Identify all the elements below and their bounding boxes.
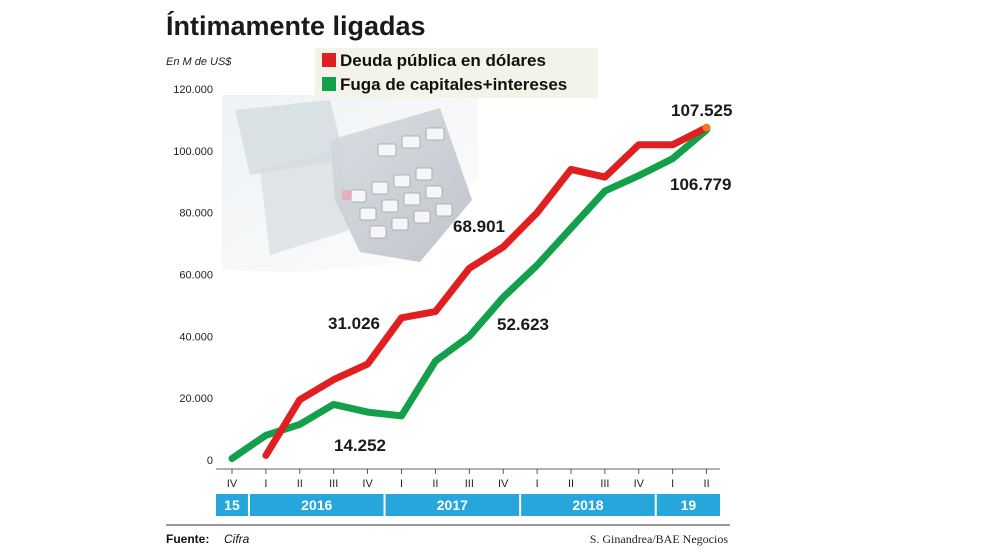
x-tick-label: III [600, 478, 609, 490]
x-tick-label: II [432, 478, 438, 490]
legend-label-debt: Deuda pública en dólares [340, 51, 546, 70]
source-label: Fuente: [166, 532, 209, 546]
y-tick-label: 80.000 [179, 208, 213, 220]
y-tick-label: 0 [207, 455, 213, 467]
data-label-flight-2017-iv: 52.623 [497, 315, 549, 334]
y-tick-label: 100.000 [173, 146, 213, 158]
year-label: 2016 [301, 497, 332, 513]
series-line-debt [262, 124, 711, 459]
y-tick-label: 60.000 [179, 270, 213, 282]
x-tick-label: I [264, 478, 267, 490]
x-tick-label: I [400, 478, 403, 490]
unit-label: En M de US$ [166, 56, 232, 68]
y-tick-label: 120.000 [173, 84, 213, 96]
data-label-flight-2017-i: 14.252 [334, 436, 386, 455]
legend-swatch-flight [322, 77, 336, 91]
calculator-photo [222, 95, 478, 272]
source-value: Cifra [224, 532, 250, 546]
year-label: 2017 [437, 497, 468, 513]
year-label: 2018 [572, 497, 603, 513]
x-tick-label: II [297, 478, 303, 490]
legend: Deuda pública en dólares Fuga de capital… [315, 48, 598, 98]
data-label-debt-2017-iv: 68.901 [453, 217, 505, 236]
year-band-segment [249, 494, 384, 516]
x-tick-label: I [536, 478, 539, 490]
data-label-debt-2016-iv: 31.026 [328, 314, 380, 333]
x-axis: IV I II III IV I II III IV I II III IV I II [216, 468, 720, 490]
series-line-flight [228, 126, 711, 462]
year-band-segment [385, 494, 520, 516]
end-point-debt [702, 123, 711, 132]
x-tick-label: IV [498, 478, 509, 490]
y-tick-label: 20.000 [179, 393, 213, 405]
data-label-flight-2019-ii: 106.779 [670, 175, 731, 194]
year-band: 15 2016 2017 2018 19 [216, 494, 720, 516]
credit: S. Ginandrea/BAE Negocios [590, 532, 729, 546]
data-label-debt-2019-ii: 107.525 [671, 101, 732, 120]
y-axis: 0 20.000 40.000 60.000 80.000 100.000 120.000 [173, 84, 213, 467]
legend-swatch-debt [322, 53, 336, 67]
x-tick-label: IV [362, 478, 373, 490]
x-tick-label: III [329, 478, 338, 490]
x-tick-label: IV [227, 478, 238, 490]
year-band-segment [656, 494, 720, 516]
x-tick-label: IV [634, 478, 645, 490]
x-tick-label: II [568, 478, 574, 490]
year-band-segment [521, 494, 655, 516]
x-tick-label: III [465, 478, 474, 490]
x-tick-label: I [671, 478, 674, 490]
y-tick-label: 40.000 [179, 331, 213, 343]
year-band-segment [216, 494, 248, 516]
chart-title: Íntimamente ligadas [166, 10, 426, 41]
legend-background [315, 48, 598, 98]
year-label: 19 [681, 497, 697, 513]
legend-label-flight: Fuga de capitales+intereses [340, 75, 567, 94]
year-label: 15 [224, 497, 240, 513]
x-tick-label: II [704, 478, 710, 490]
